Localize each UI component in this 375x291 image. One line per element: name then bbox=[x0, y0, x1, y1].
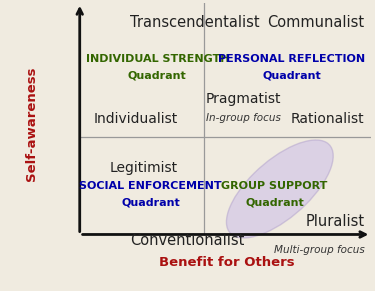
Text: Pluralist: Pluralist bbox=[305, 214, 364, 229]
Text: Rationalist: Rationalist bbox=[291, 112, 364, 126]
Text: Transcendentalist: Transcendentalist bbox=[130, 15, 260, 30]
Text: PERSONAL REFLECTION: PERSONAL REFLECTION bbox=[218, 54, 366, 64]
Text: Communalist: Communalist bbox=[267, 15, 364, 30]
Text: GROUP SUPPORT: GROUP SUPPORT bbox=[222, 181, 328, 191]
Text: Multi-group focus: Multi-group focus bbox=[274, 245, 364, 255]
Text: Quadrant: Quadrant bbox=[262, 71, 321, 81]
Text: Quadrant: Quadrant bbox=[245, 198, 304, 208]
Text: INDIVIDUAL STRENGTH: INDIVIDUAL STRENGTH bbox=[86, 54, 229, 64]
Text: Quadrant: Quadrant bbox=[121, 198, 180, 208]
Text: In-group focus: In-group focus bbox=[206, 113, 280, 123]
Ellipse shape bbox=[226, 140, 333, 238]
Text: Quadrant: Quadrant bbox=[128, 71, 187, 81]
Text: Legitimist: Legitimist bbox=[110, 161, 178, 175]
Text: SOCIAL ENFORCEMENT: SOCIAL ENFORCEMENT bbox=[79, 181, 222, 191]
Text: Pragmatist: Pragmatist bbox=[206, 92, 281, 106]
Text: Self-awareness: Self-awareness bbox=[25, 66, 38, 181]
Text: Individualist: Individualist bbox=[94, 112, 178, 126]
Text: Conventionalist: Conventionalist bbox=[130, 233, 244, 248]
Text: Benefit for Others: Benefit for Others bbox=[159, 256, 294, 269]
